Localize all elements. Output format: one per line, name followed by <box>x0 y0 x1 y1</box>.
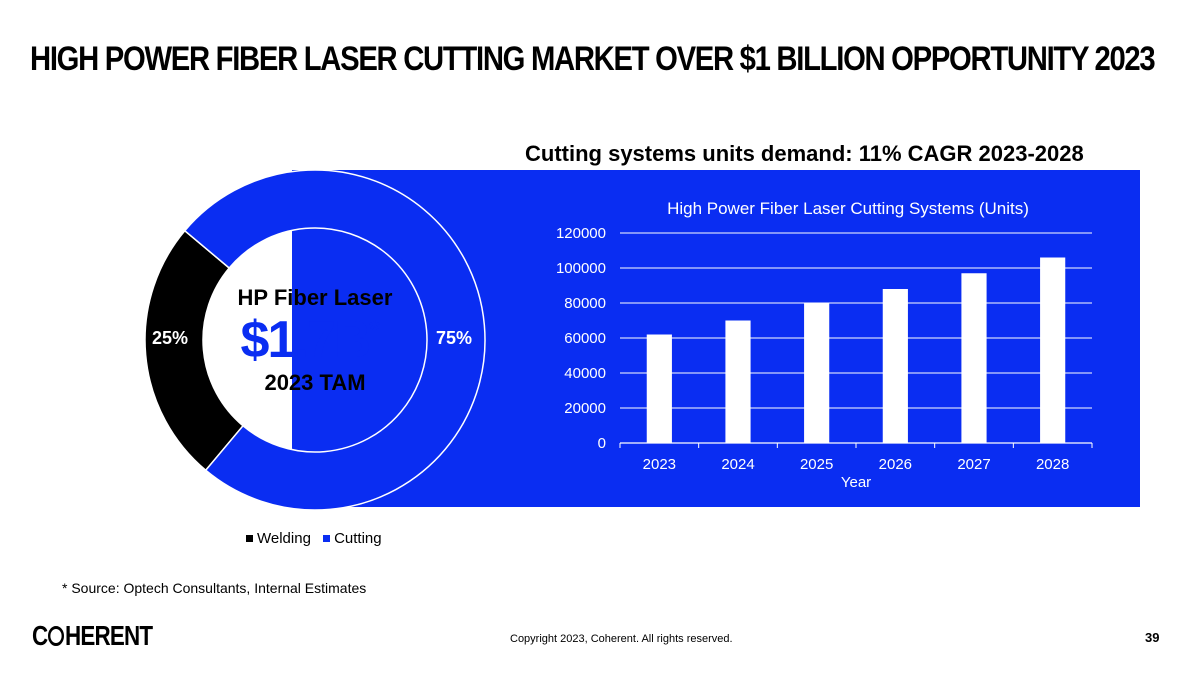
bar-2025 <box>804 303 830 443</box>
legend-label-cutting: Cutting <box>334 530 382 547</box>
bar-chart-title: High Power Fiber Laser Cutting Systems (… <box>667 199 1029 218</box>
chart-subtitle: Cutting systems units demand: 11% CAGR 2… <box>525 141 1084 166</box>
x-tick-label: 2023 <box>643 456 676 473</box>
y-tick-label: 40000 <box>564 365 606 382</box>
page-number: 39 <box>1145 630 1160 645</box>
x-tick-label: 2025 <box>800 456 833 473</box>
y-tick-label: 120000 <box>556 225 606 242</box>
donut-slice-cutting <box>183 169 486 511</box>
logo-text-start: C <box>32 620 48 651</box>
donut-label-welding: 25% <box>152 328 189 348</box>
logo-o-icon <box>48 625 65 646</box>
footnote-star: * <box>369 314 380 344</box>
legend-label-welding: Welding <box>257 530 311 547</box>
legend-item-cutting: Cutting <box>323 530 382 547</box>
donut-legend: Welding Cutting <box>246 530 390 547</box>
y-tick-label: 80000 <box>564 295 606 312</box>
bar-2023 <box>646 334 672 443</box>
tam-value: $1.7B <box>240 311 372 369</box>
donut-center-bottom: 2023 TAM <box>264 370 366 395</box>
x-axis-label: Year <box>841 474 871 491</box>
bar-2028 <box>1040 257 1066 443</box>
legend-item-welding: Welding <box>246 530 311 547</box>
donut-label-cutting: 75% <box>436 328 473 348</box>
bar-chart: High Power Fiber Laser Cutting Systems (… <box>556 199 1093 491</box>
x-tick-label: 2028 <box>1036 456 1069 473</box>
donut-chart <box>144 169 486 511</box>
legend-swatch-welding <box>246 534 253 542</box>
x-tick-label: 2026 <box>879 456 912 473</box>
legend-swatch-cutting <box>323 534 331 542</box>
x-tick-label: 2024 <box>721 456 754 473</box>
y-tick-label: 20000 <box>564 400 606 417</box>
bar-2027 <box>961 273 987 443</box>
copyright: Copyright 2023, Coherent. All rights res… <box>510 633 733 645</box>
y-tick-label: 0 <box>598 435 606 452</box>
slide-title: HIGH POWER FIBER LASER CUTTING MARKET OV… <box>30 40 1156 78</box>
logo-text-end: HERENT <box>64 620 153 651</box>
y-tick-label: 100000 <box>556 260 606 277</box>
x-tick-label: 2027 <box>957 456 990 473</box>
donut-slice-welding <box>144 229 245 472</box>
coherent-logo: C HERENT <box>32 620 153 652</box>
donut-center-value: $1.7B* <box>210 310 410 370</box>
bar-2026 <box>882 289 908 443</box>
donut-center-top: HP Fiber Laser <box>237 285 393 310</box>
bar-2024 <box>725 320 751 443</box>
y-tick-label: 60000 <box>564 330 606 347</box>
source-note: * Source: Optech Consultants, Internal E… <box>62 580 367 596</box>
